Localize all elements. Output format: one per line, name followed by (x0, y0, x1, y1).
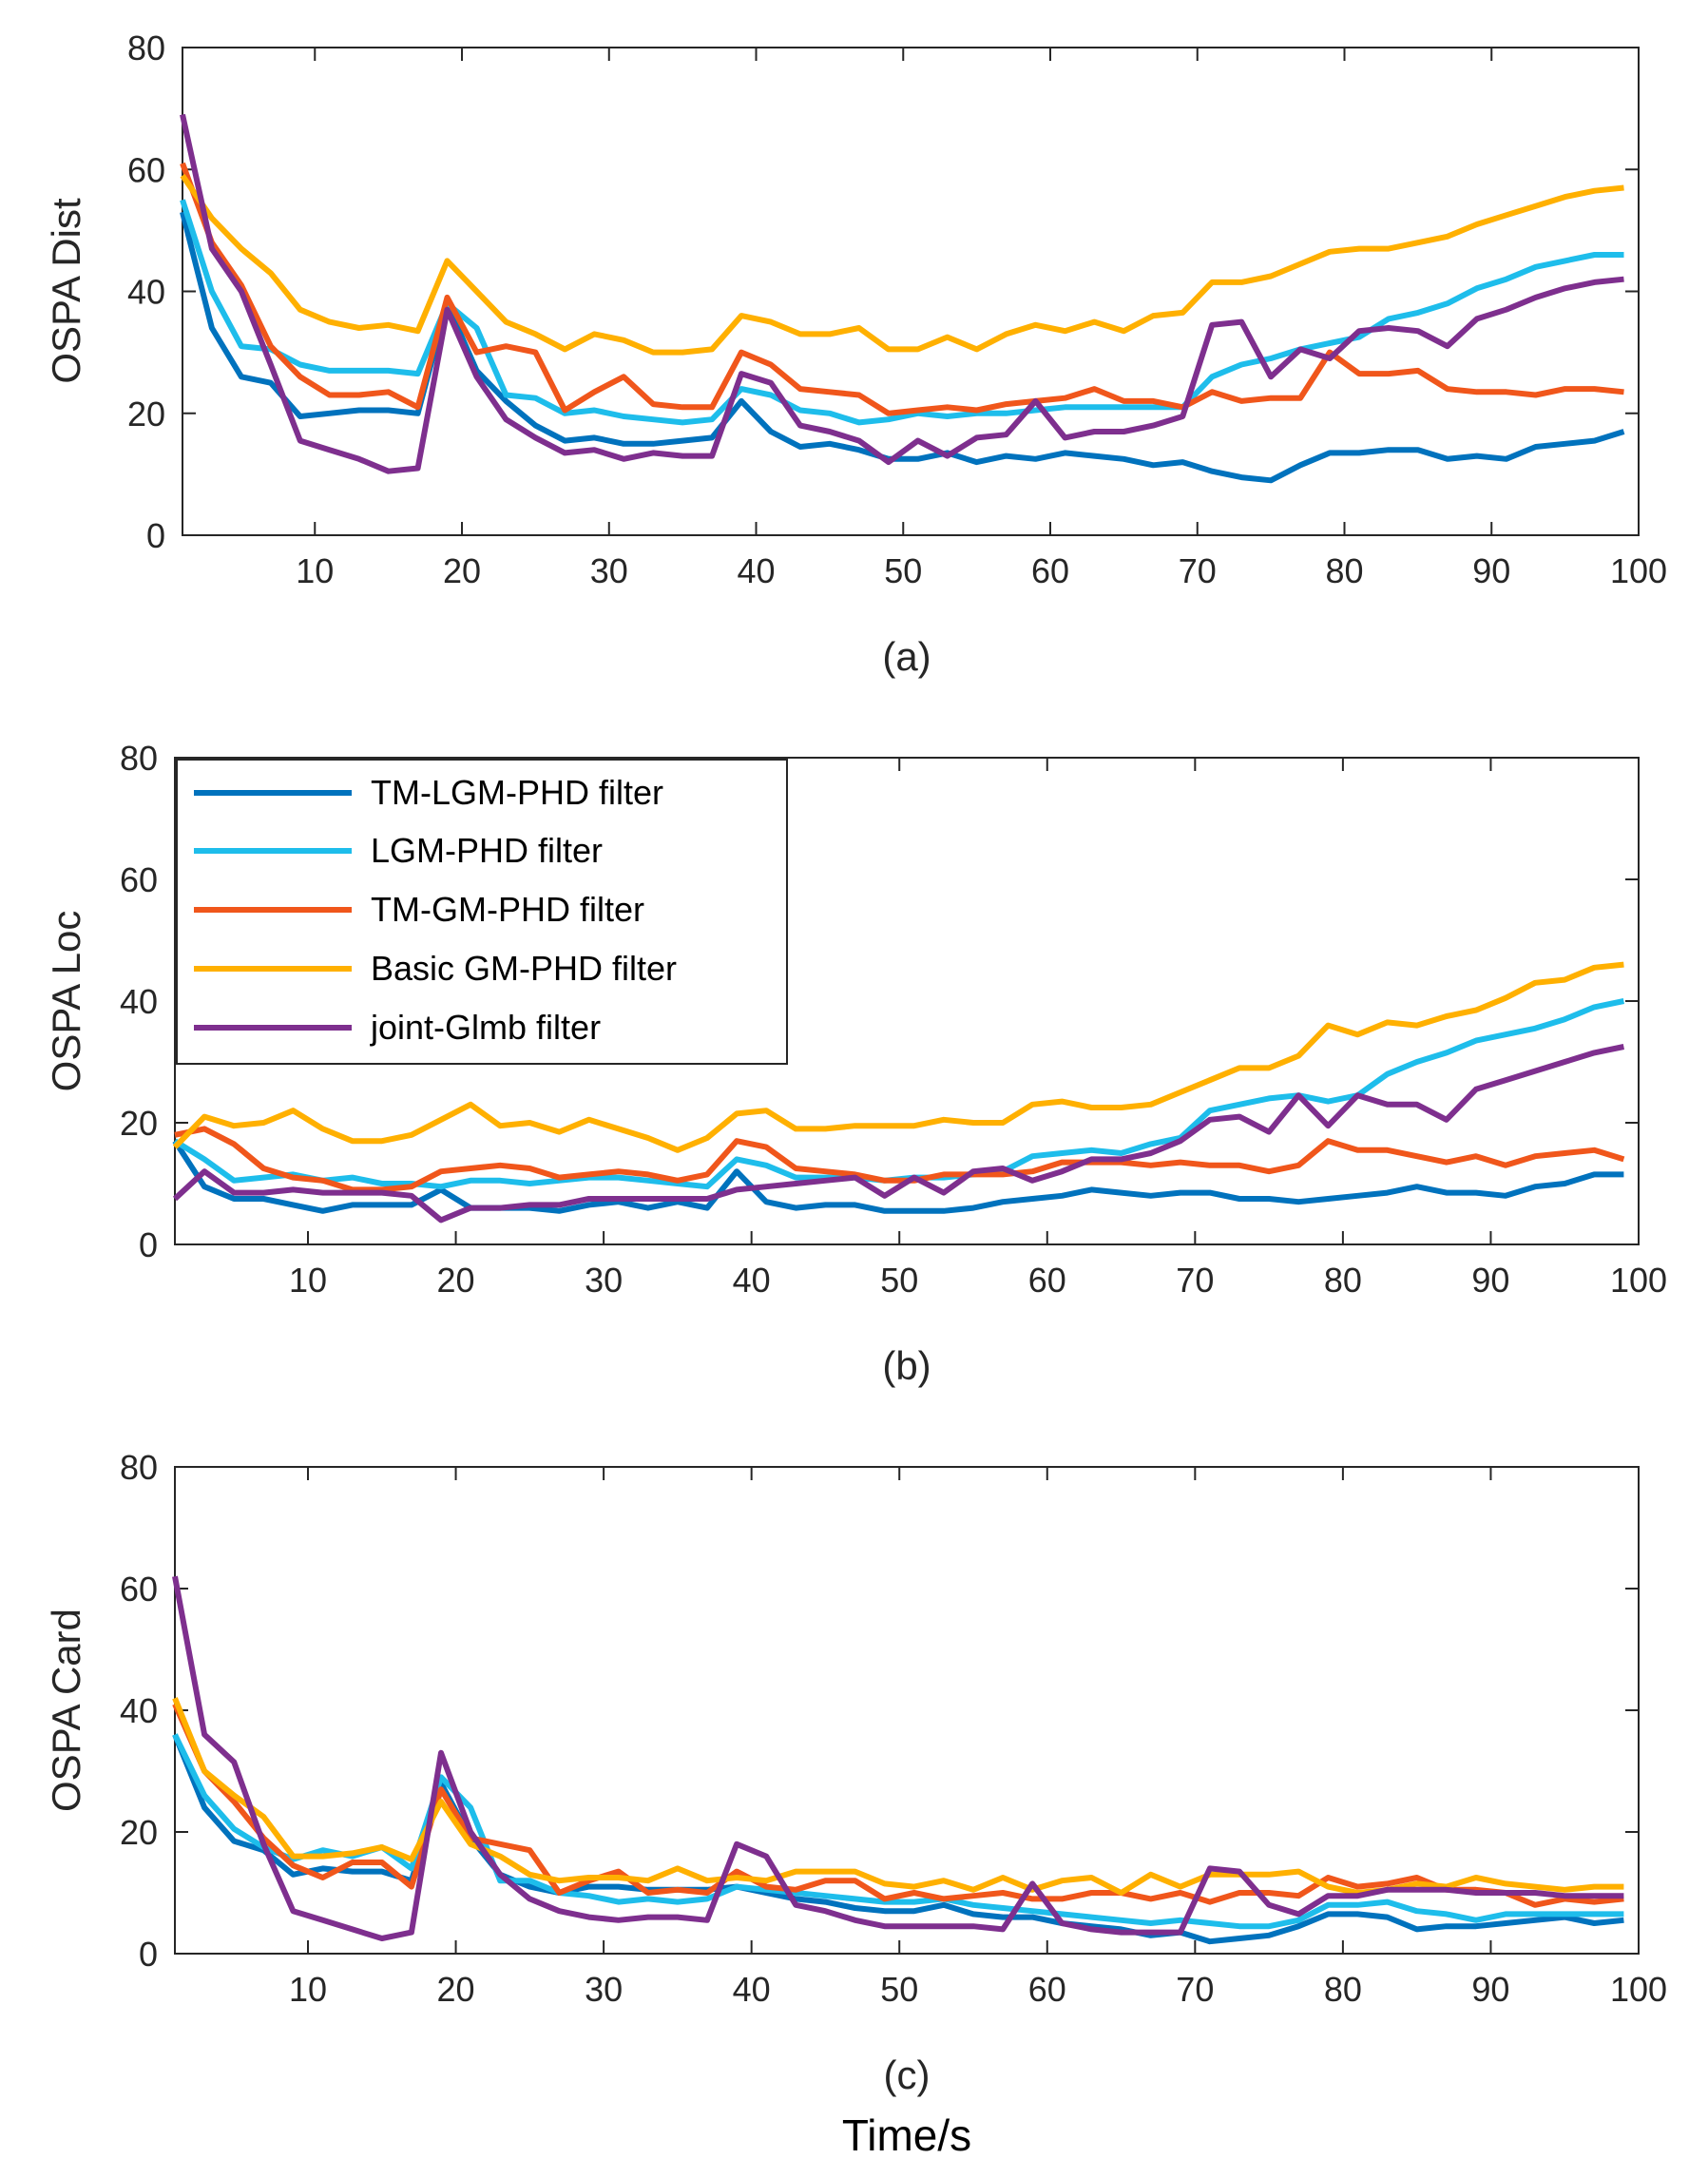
x-tick-label: 40 (737, 551, 775, 590)
panel-b-y-axis-label: OSPA Loc (44, 911, 88, 1092)
panel-c-series (172, 1575, 1624, 1945)
y-tick-label: 60 (120, 1570, 158, 1609)
legend-entry: joint-Glmb filter (194, 1008, 601, 1047)
x-tick-label: 20 (443, 551, 481, 590)
y-tick-label: 40 (120, 982, 158, 1021)
x-tick-label: 90 (1472, 551, 1510, 590)
x-tick-label: 70 (1176, 1970, 1214, 2009)
y-tick-label: 80 (120, 739, 158, 778)
x-tick-label: 50 (880, 1261, 918, 1300)
panel-c: 0 20 40 60 80 10 20 30 40 50 60 70 80 90 100 OSPA Car… (44, 1448, 1667, 2160)
y-tick-label: 0 (139, 1935, 158, 1974)
x-tick-label: 90 (1471, 1261, 1509, 1300)
panel-c-y-axis-label: OSPA Card (44, 1609, 88, 1812)
y-tick-label: 40 (120, 1691, 158, 1730)
x-tick-label: 40 (733, 1261, 771, 1300)
legend-entry: LGM-PHD filter (194, 831, 603, 870)
x-tick-label: 80 (1325, 551, 1363, 590)
legend-entry: TM-LGM-PHD filter (194, 773, 663, 812)
y-tick-label: 0 (146, 516, 165, 555)
x-tick-label: 20 (437, 1970, 475, 2009)
legend: TM-LGM-PHD filter LGM-PHD filter TM-GM-P… (176, 759, 788, 1065)
series-line-joint-glmb-filter (172, 1575, 1624, 1941)
x-tick-label: 70 (1179, 551, 1217, 590)
y-tick-label: 60 (127, 150, 165, 189)
x-tick-label: 30 (585, 1970, 623, 2009)
series-line-tm-gm-phd-filter (174, 1126, 1625, 1193)
x-tick-label: 50 (884, 551, 922, 590)
x-tick-label: 20 (437, 1261, 475, 1300)
y-tick-label: 40 (127, 273, 165, 312)
x-tick-label: 40 (733, 1970, 771, 2009)
panel-c-y-ticks: 0 20 40 60 80 (120, 1448, 1639, 1974)
panel-a-series (180, 113, 1625, 484)
series-line-lgm-phd-filter (180, 199, 1624, 426)
y-tick-label: 80 (120, 1448, 158, 1487)
panel-a-y-axis-label: OSPA Dist (44, 198, 88, 384)
series-line-joint-glmb-filter (180, 113, 1624, 474)
panel-c-x-ticks: 10 20 30 40 50 60 70 80 90 100 (289, 1467, 1667, 2009)
x-tick-label: 100 (1610, 551, 1667, 590)
panel-a: 0 20 40 60 80 10 20 30 40 50 60 70 80 90 100 OSPA Dis… (44, 29, 1667, 679)
legend-label-joint-glmb: joint-Glmb filter (370, 1008, 601, 1047)
x-tick-label: 10 (296, 551, 334, 590)
x-tick-label: 80 (1324, 1261, 1362, 1300)
series-line-joint-glmb-filter (172, 1044, 1625, 1224)
x-axis-label: Time/s (842, 2111, 971, 2160)
panel-a-caption: (a) (882, 634, 931, 679)
panel-b-caption: (b) (882, 1343, 931, 1388)
legend-label-lgm-phd: LGM-PHD filter (371, 831, 603, 870)
x-tick-label: 90 (1471, 1970, 1509, 2009)
x-tick-label: 60 (1028, 1970, 1066, 2009)
y-tick-label: 20 (120, 1104, 158, 1143)
x-tick-label: 100 (1610, 1970, 1667, 2009)
series-line-basic-gm-phd-filter (172, 961, 1624, 1153)
series-line-tm-gm-phd-filter (172, 1703, 1624, 1908)
x-tick-label: 80 (1324, 1970, 1362, 2009)
x-tick-label: 50 (880, 1970, 918, 2009)
series-line-basic-gm-phd-filter (180, 173, 1624, 356)
x-tick-label: 30 (585, 1261, 623, 1300)
legend-label-tm-gm-phd: TM-GM-PHD filter (371, 890, 644, 929)
legend-label-tm-lgm-phd: TM-LGM-PHD filter (371, 773, 663, 812)
legend-entry: Basic GM-PHD filter (194, 949, 677, 988)
x-tick-label: 10 (289, 1261, 327, 1300)
x-tick-label: 70 (1176, 1261, 1214, 1300)
x-tick-label: 100 (1610, 1261, 1667, 1300)
panel-a-axes-box (182, 47, 1640, 536)
x-tick-label: 60 (1031, 551, 1069, 590)
panel-c-caption: (c) (884, 2053, 931, 2097)
series-line-tm-gm-phd-filter (180, 162, 1624, 416)
legend-label-basic-gm-phd: Basic GM-PHD filter (371, 949, 677, 988)
x-tick-label: 60 (1028, 1261, 1066, 1300)
panel-b-series (172, 961, 1625, 1224)
y-tick-label: 0 (139, 1225, 158, 1264)
y-tick-label: 80 (127, 29, 165, 67)
y-tick-label: 20 (127, 395, 165, 434)
x-tick-label: 30 (590, 551, 628, 590)
panel-a-x-ticks: 10 20 30 40 50 60 70 80 90 100 (296, 48, 1667, 590)
x-tick-label: 10 (289, 1970, 327, 2009)
panel-a-y-ticks: 0 20 40 60 80 (127, 29, 1639, 555)
y-tick-label: 60 (120, 860, 158, 899)
panel-b-y-ticks: 0 20 40 60 80 (120, 739, 1639, 1264)
panel-b: 0 20 40 60 80 10 20 30 40 50 60 70 80 90 100 OSPA Loc… (44, 739, 1667, 1388)
y-tick-label: 20 (120, 1813, 158, 1852)
legend-entry: TM-GM-PHD filter (194, 890, 644, 929)
